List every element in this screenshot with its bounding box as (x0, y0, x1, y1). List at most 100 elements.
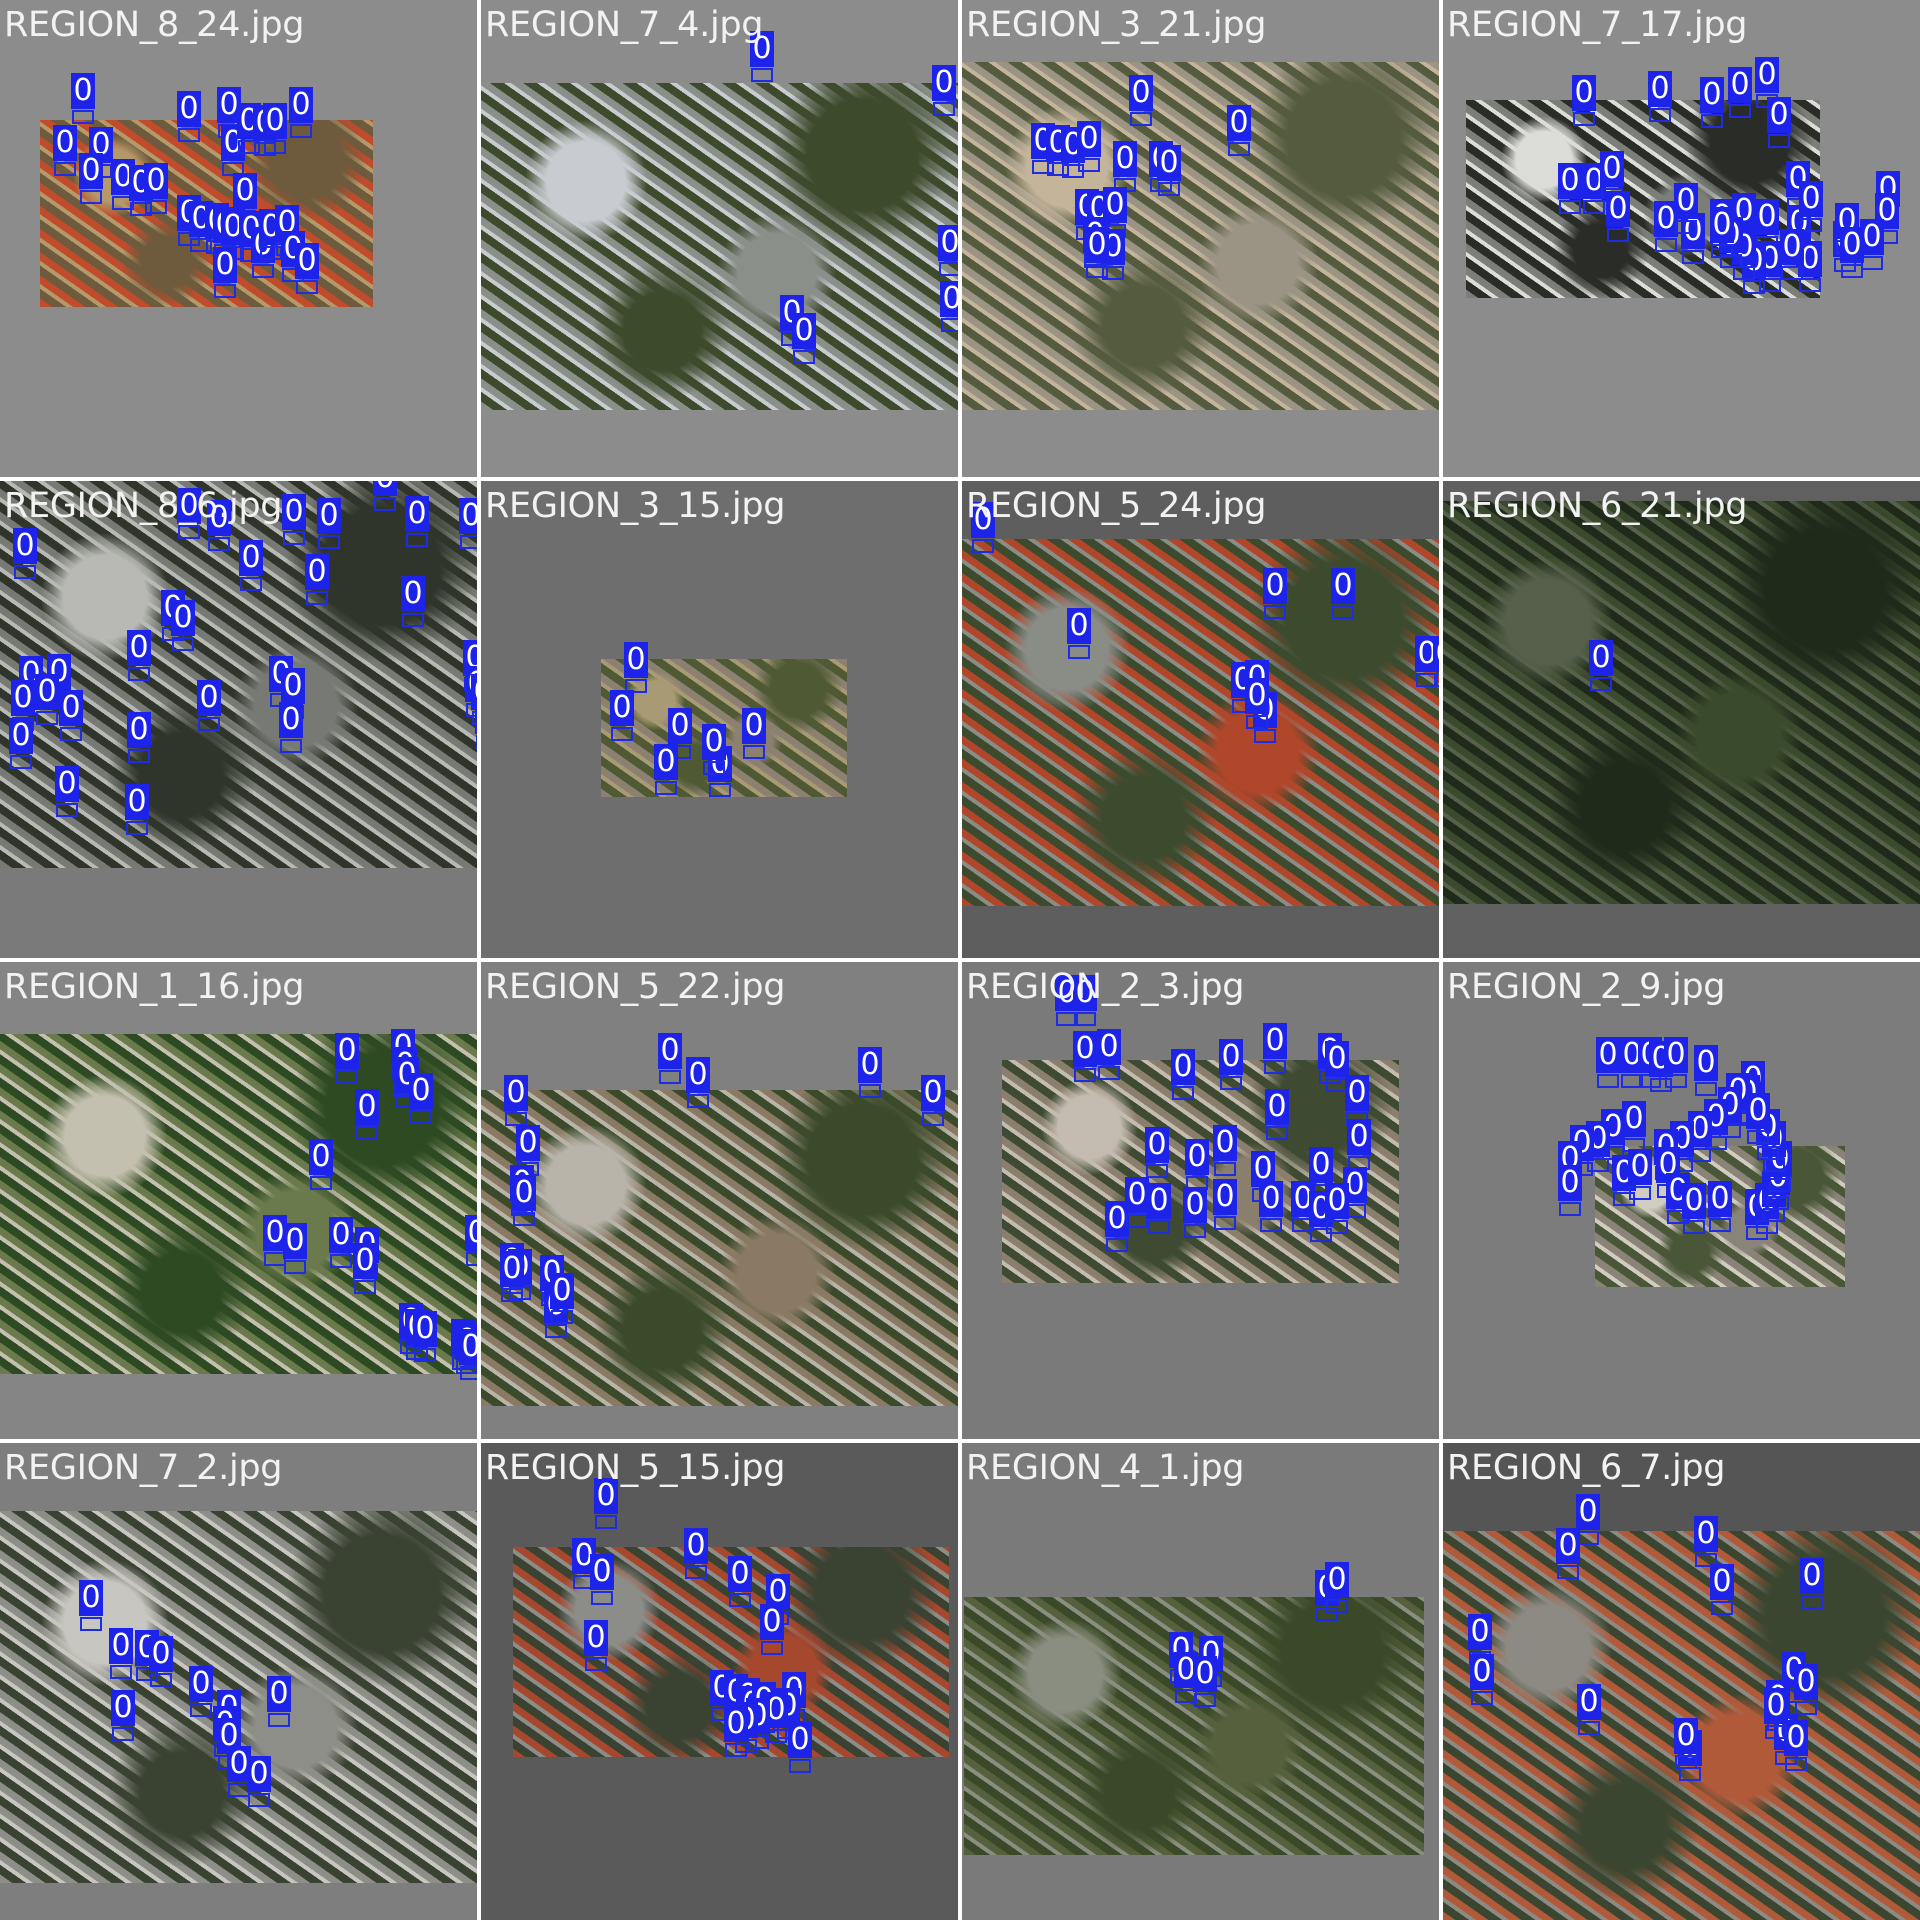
detection-bbox (1649, 108, 1671, 122)
detection-class-label: 0 (590, 1554, 614, 1590)
detection-class-label: 0 (247, 1756, 271, 1792)
detection-bbox (240, 577, 262, 591)
detection-bbox (859, 1084, 881, 1098)
detection-class-label: 0 (792, 313, 816, 349)
detection-bbox (208, 537, 230, 551)
detection-bbox (1228, 142, 1250, 156)
detection-bbox (1326, 1599, 1348, 1613)
detection-box: 0 (177, 91, 201, 142)
detection-bbox (725, 1743, 747, 1757)
tile-filename: REGION_5_22.jpg (485, 967, 786, 1007)
detection-class-label: 0 (1073, 1031, 1097, 1067)
detection-class-label: 0 (1468, 1614, 1492, 1650)
detection-bbox (1078, 158, 1100, 172)
detection-box: 0 (1708, 1181, 1732, 1232)
detection-box: 0 (459, 1329, 477, 1380)
detection-class-label: 0 (1125, 1177, 1149, 1213)
detection-class-label: 0 (1558, 163, 1582, 199)
detection-class-label: 0 (1325, 1041, 1349, 1077)
detection-box: 0 (724, 1706, 748, 1757)
detection-class-label: 0 (267, 1676, 291, 1712)
detection-class-label: 0 (728, 1556, 752, 1592)
detection-box: 0 (1710, 207, 1734, 258)
detection-class-label: 0 (279, 702, 303, 738)
detection-class-label: 0 (197, 680, 221, 716)
detection-class-label: 0 (1682, 1183, 1706, 1219)
detection-box: 0 (282, 494, 306, 545)
detection-box: 0 (1762, 1121, 1786, 1172)
detection-box: 0 (1755, 1183, 1779, 1234)
detection-class-label: 0 (13, 528, 37, 564)
detection-box: 0 (9, 718, 33, 769)
detection-box: 0 (1125, 1177, 1149, 1228)
detection-bbox (1577, 1531, 1599, 1545)
detection-box: 0 (938, 225, 958, 276)
detection-class-label: 0 (1840, 227, 1864, 263)
detection-box: 0 (1291, 1181, 1315, 1232)
detection-box: 0 (471, 674, 477, 725)
detection-bbox (1799, 278, 1821, 292)
detection-class-label: 0 (281, 668, 305, 704)
detection-bbox (190, 1703, 212, 1717)
detection-class-label: 0 (401, 576, 425, 612)
detection-box: 0 (353, 1243, 377, 1294)
detection-bbox (1583, 200, 1605, 214)
detection-bbox (414, 1348, 436, 1362)
detection-class-label: 0 (79, 1580, 103, 1616)
tile-filename: REGION_3_15.jpg (485, 486, 786, 526)
detection-bbox (1559, 200, 1581, 214)
detection-class-label: 0 (684, 1528, 708, 1564)
detection-bbox (1587, 1158, 1609, 1172)
detection-bbox (410, 1110, 432, 1124)
detection-box: 0 (1105, 1201, 1129, 1252)
detection-class-label: 0 (355, 1089, 379, 1125)
detection-bbox (1795, 1701, 1817, 1715)
detection-bbox (238, 140, 260, 154)
tile-filename: REGION_2_9.jpg (1447, 967, 1726, 1007)
detection-bbox (1747, 1130, 1769, 1144)
detection-class-label: 0 (53, 125, 77, 161)
detection-box: 0 (584, 1620, 608, 1671)
detection-bbox (406, 533, 428, 547)
detection-bbox (729, 1593, 751, 1607)
detection-box: 0 (1171, 1049, 1195, 1100)
detection-class-label: 0 (1710, 207, 1734, 243)
detection-bbox (318, 535, 340, 549)
detection-class-label: 0 (233, 173, 257, 209)
aerial-image (481, 83, 958, 410)
detection-class-label: 0 (1147, 1183, 1171, 1219)
detection-box: 0 (317, 498, 341, 549)
detection-bbox (1310, 1228, 1332, 1242)
detection-box: 0 (1073, 1031, 1097, 1082)
detection-class-label: 0 (1664, 1037, 1688, 1073)
detection-bbox (1709, 1218, 1731, 1232)
detection-box: 0 (1728, 67, 1752, 118)
detection-bbox (972, 539, 994, 553)
detection-bbox (709, 783, 731, 797)
detection-bbox (1148, 1220, 1170, 1234)
detection-class-label: 0 (1263, 568, 1287, 604)
detection-bbox (330, 1254, 352, 1268)
detection-bbox (310, 1176, 332, 1190)
aerial-image (964, 1597, 1424, 1855)
detection-box: 0 (1468, 1614, 1492, 1665)
detection-bbox (1861, 256, 1883, 270)
detection-box: 0 (1589, 640, 1613, 691)
detection-class-label: 0 (1700, 77, 1724, 113)
detection-class-label: 0 (459, 1329, 477, 1365)
detection-bbox (460, 535, 477, 549)
detection-box: 0 (373, 481, 397, 511)
detection-class-label: 0 (1213, 1179, 1237, 1215)
detection-bbox (248, 1793, 270, 1807)
detection-bbox (939, 262, 958, 276)
detection-bbox (1102, 266, 1124, 280)
detection-bbox (1781, 266, 1803, 280)
detection-bbox (54, 162, 76, 176)
detection-bbox (743, 745, 765, 759)
detection-box: 0 (500, 1251, 524, 1302)
detection-class-label: 0 (1694, 1516, 1718, 1552)
detection-box: 0 (572, 1538, 596, 1589)
detection-bbox (280, 739, 302, 753)
